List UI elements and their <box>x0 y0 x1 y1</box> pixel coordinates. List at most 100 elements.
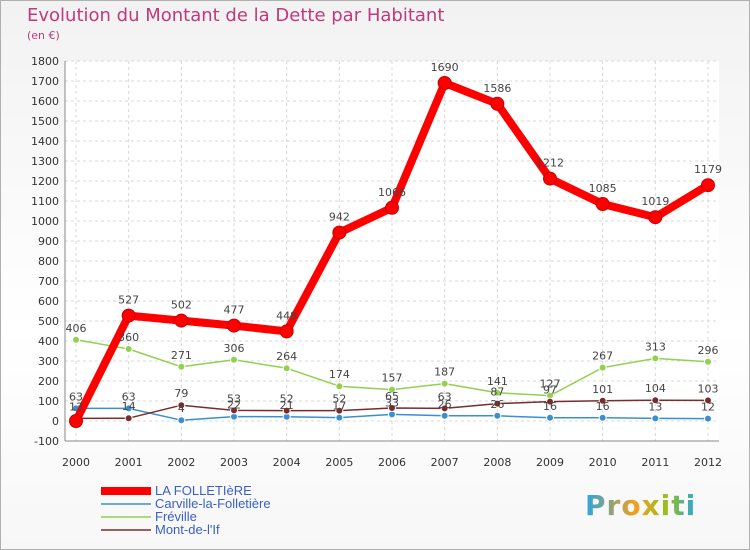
data-point <box>124 345 133 353</box>
x-tick-label: 2010 <box>589 456 617 469</box>
data-point <box>177 401 186 410</box>
data-point <box>121 308 136 323</box>
data-point <box>704 357 712 366</box>
legend-label: LA FOLLETIèRE <box>155 483 252 498</box>
data-point <box>440 379 449 388</box>
chart-title: Evolution du Montant de la Dette par Hab… <box>27 5 445 26</box>
y-tick-label: 1000 <box>31 215 59 228</box>
data-point <box>651 414 660 423</box>
data-point <box>440 404 449 413</box>
data-point <box>388 385 396 394</box>
data-label: 16 <box>596 400 610 413</box>
data-label: 267 <box>592 350 613 363</box>
data-label: 63 <box>69 390 83 403</box>
y-tick-label: 1300 <box>31 155 59 168</box>
x-tick-label: 2004 <box>273 456 301 469</box>
data-label: 21 <box>280 399 294 412</box>
legend-label: Carville-la-Folletière <box>155 496 271 511</box>
data-point <box>651 354 660 363</box>
data-point <box>124 404 133 413</box>
y-tick-label: 300 <box>38 355 59 368</box>
data-point <box>335 382 344 391</box>
data-label: 101 <box>592 383 613 396</box>
x-tick-label: 2000 <box>62 456 90 469</box>
data-label: 53 <box>227 392 241 405</box>
y-tick-label: 1700 <box>31 75 59 88</box>
gridlines <box>65 60 719 442</box>
y-tick-label: 100 <box>38 395 59 408</box>
data-label: 296 <box>698 344 719 357</box>
data-label: 52 <box>332 393 346 406</box>
data-point <box>282 406 291 415</box>
data-label: 271 <box>171 349 192 362</box>
data-label: 63 <box>438 390 452 403</box>
data-point <box>546 413 554 422</box>
data-point <box>490 96 505 111</box>
data-label: 12 <box>701 401 715 414</box>
data-point <box>174 313 189 328</box>
data-label: 4 <box>178 402 185 415</box>
legend-label: Mont-de-l'If <box>155 522 220 537</box>
data-point <box>598 363 607 372</box>
data-label: 26 <box>438 398 452 411</box>
data-label: 65 <box>385 390 399 403</box>
data-label: 187 <box>434 366 455 379</box>
y-tick-label: 200 <box>38 375 59 388</box>
data-label: 264 <box>276 350 297 363</box>
data-label: 13 <box>69 400 83 413</box>
data-label: 14 <box>122 400 136 413</box>
data-label: 527 <box>118 294 139 307</box>
data-label: 127 <box>540 378 561 391</box>
data-label: 1066 <box>378 186 406 199</box>
y-tick-label: 1400 <box>31 135 59 148</box>
data-point <box>69 414 83 428</box>
y-tick-label: 1200 <box>31 175 59 188</box>
data-label: 942 <box>329 211 350 224</box>
legend-swatch <box>101 529 151 531</box>
data-label: 87 <box>490 386 504 399</box>
data-label: 52 <box>280 393 294 406</box>
legend-swatch <box>101 503 151 505</box>
data-label: 306 <box>224 342 245 355</box>
data-label: 1212 <box>536 157 564 170</box>
y-tick-label: 0 <box>52 415 59 428</box>
x-tick-label: 2001 <box>115 456 143 469</box>
y-tick-label: 700 <box>38 275 59 288</box>
data-point <box>493 399 502 408</box>
y-tick-label: 500 <box>38 315 59 328</box>
series <box>69 76 715 428</box>
data-label: 141 <box>487 375 508 388</box>
data-label: 79 <box>174 387 188 400</box>
data-label: 33 <box>385 396 399 409</box>
y-tick-label: -100 <box>34 435 59 448</box>
data-point <box>437 76 452 90</box>
data-point <box>332 225 347 240</box>
data-point <box>701 178 715 193</box>
x-tick-label: 2005 <box>325 456 353 469</box>
data-point <box>230 406 238 415</box>
data-point <box>335 406 344 415</box>
x-tick-label: 2011 <box>641 456 669 469</box>
data-point <box>230 355 238 364</box>
y-tick-label: 1500 <box>31 115 59 128</box>
data-point <box>227 318 241 333</box>
y-tick-label: 1600 <box>31 95 59 108</box>
data-label: 1179 <box>694 163 722 176</box>
x-tick-label: 2006 <box>378 456 406 469</box>
data-point <box>124 414 133 423</box>
data-point <box>704 396 712 405</box>
data-point <box>440 411 449 420</box>
data-point <box>595 197 610 211</box>
data-label: 477 <box>224 304 245 317</box>
x-tick-label: 2012 <box>694 456 722 469</box>
axes: -100 0 100 200 300 400 500 600 700 800 900 1000 1100… <box>31 55 722 469</box>
data-point <box>493 411 502 420</box>
data-label: 502 <box>171 299 192 312</box>
data-label: 17 <box>332 400 346 413</box>
y-tick-label: 600 <box>38 295 59 308</box>
data-point <box>388 404 396 412</box>
proxiti-logo: Proxiti <box>585 489 697 522</box>
data-point <box>279 324 294 339</box>
